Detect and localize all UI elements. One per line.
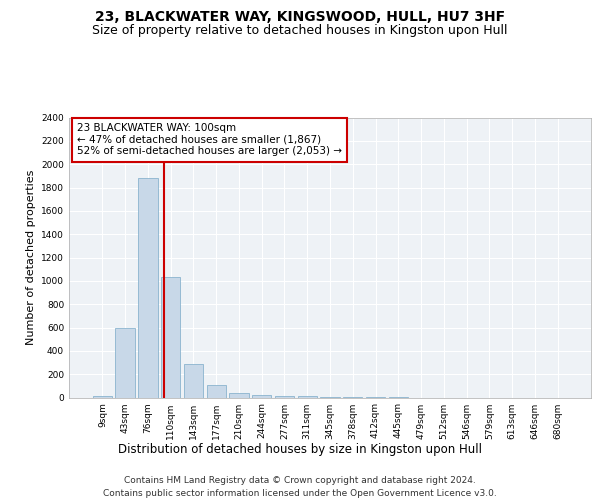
- Bar: [138, 178, 158, 398]
- Bar: [93, 396, 112, 398]
- Bar: [229, 393, 248, 398]
- Text: 23 BLACKWATER WAY: 100sqm
← 47% of detached houses are smaller (1,867)
52% of se: 23 BLACKWATER WAY: 100sqm ← 47% of detac…: [77, 123, 342, 156]
- Bar: [184, 364, 203, 398]
- Text: Contains public sector information licensed under the Open Government Licence v3: Contains public sector information licen…: [103, 489, 497, 498]
- Text: Size of property relative to detached houses in Kingston upon Hull: Size of property relative to detached ho…: [92, 24, 508, 37]
- Bar: [298, 396, 317, 398]
- Text: 23, BLACKWATER WAY, KINGSWOOD, HULL, HU7 3HF: 23, BLACKWATER WAY, KINGSWOOD, HULL, HU7…: [95, 10, 505, 24]
- Bar: [275, 396, 294, 398]
- Bar: [115, 328, 135, 398]
- Bar: [206, 384, 226, 398]
- Text: Distribution of detached houses by size in Kingston upon Hull: Distribution of detached houses by size …: [118, 442, 482, 456]
- Bar: [161, 278, 181, 398]
- Y-axis label: Number of detached properties: Number of detached properties: [26, 170, 35, 345]
- Bar: [252, 394, 271, 398]
- Bar: [320, 397, 340, 398]
- Text: Contains HM Land Registry data © Crown copyright and database right 2024.: Contains HM Land Registry data © Crown c…: [124, 476, 476, 485]
